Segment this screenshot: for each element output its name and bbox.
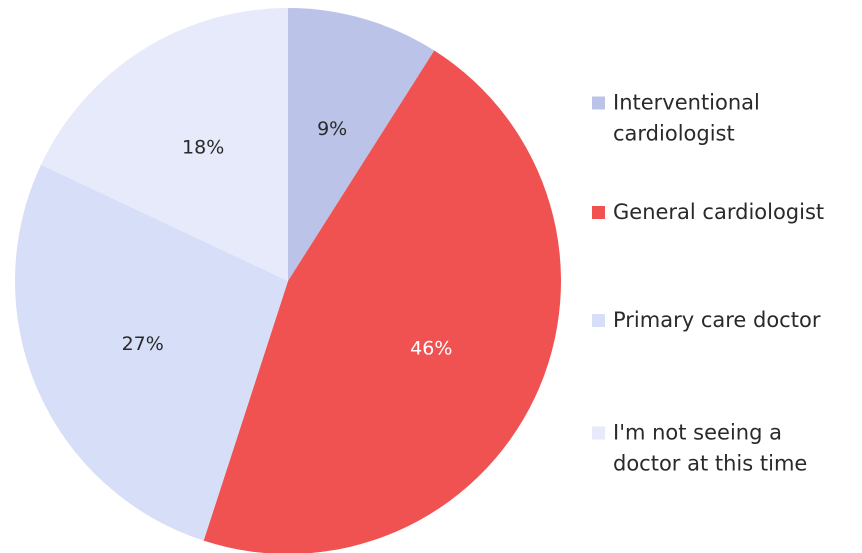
legend-swatch-2 [592, 206, 605, 219]
legend-swatch-4 [592, 426, 605, 440]
pie-slice-labels: 9% 46% 27% 18% [122, 118, 453, 359]
legend-item-4: I'm not seeing a doctor at this time [592, 421, 807, 476]
legend-label-1: Interventional cardiologist [613, 91, 760, 146]
legend-label-3: Primary care doctor [613, 308, 821, 332]
chart-legend: Interventional cardiologist General cardio… [592, 91, 824, 476]
pie-slice-1 [288, 8, 435, 281]
slice-label-1: 9% [317, 118, 347, 140]
legend-label-4: I'm not seeing a doctor at this time [613, 421, 807, 476]
pie-slice-3 [14, 164, 288, 541]
pie-slices [14, 8, 561, 553]
legend-label-2: General cardiologist [613, 200, 824, 224]
slice-label-2: 46% [410, 337, 452, 359]
pie-slice-2 [203, 50, 561, 553]
pie-slice-4 [40, 8, 289, 281]
slice-label-4: 18% [182, 136, 224, 158]
legend-swatch-3 [592, 314, 605, 327]
legend-swatch-1 [592, 96, 605, 110]
legend-item-2: General cardiologist [592, 200, 824, 224]
slice-label-3: 27% [122, 333, 164, 355]
legend-item-3: Primary care doctor [592, 308, 821, 332]
legend-item-1: Interventional cardiologist [592, 91, 760, 146]
